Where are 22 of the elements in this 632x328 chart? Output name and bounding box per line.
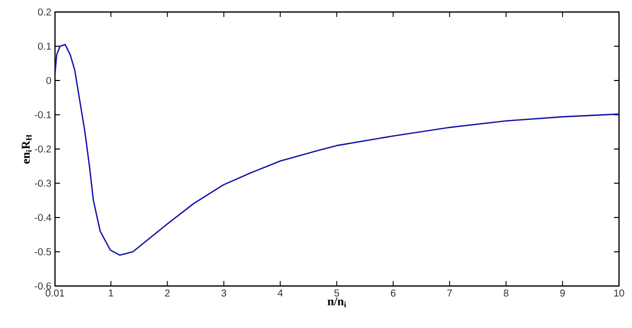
x-tick-label: 7 — [447, 290, 452, 296]
x-tick-label: 4 — [278, 290, 283, 296]
x-tick-label: 2 — [165, 290, 170, 296]
x-tick-label: 10 — [614, 290, 624, 297]
x-tick-label: 8 — [504, 290, 508, 297]
y-tick-label: 0.2 — [38, 8, 51, 16]
y-tick-label: -0.1 — [34, 111, 51, 118]
x-tick-label: 3 — [221, 290, 226, 297]
x-tick-label: 0.01 — [46, 290, 64, 297]
text: en$_{i}$R$_{H}$ — [22, 134, 32, 164]
x-tick-label: 6 — [390, 290, 396, 297]
y-tick-label: -0.6 — [34, 282, 52, 290]
x-tick-label: 5 — [334, 290, 340, 296]
y-tick-label: -0.2 — [34, 145, 51, 153]
y-tick-label: 0 — [46, 76, 52, 84]
x-tick-label: 1 — [108, 290, 114, 296]
y-tick-label: -0.5 — [34, 248, 52, 256]
y-tick-label: 0.1 — [38, 42, 51, 50]
x-tick-label: 9 — [560, 290, 565, 297]
y-tick-label: -0.3 — [34, 180, 52, 187]
y-tick-label: -0.4 — [34, 214, 52, 222]
text: n/n$_{i}$ — [328, 297, 346, 308]
